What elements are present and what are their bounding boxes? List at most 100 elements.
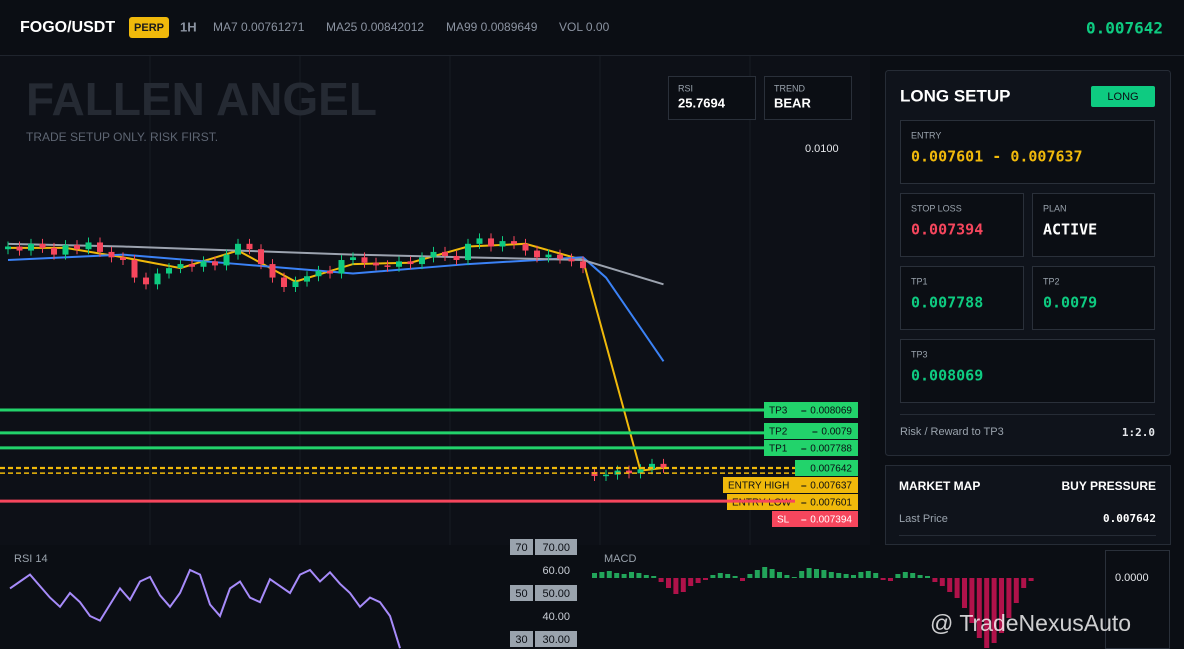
level-label: TP2 (769, 427, 788, 438)
level-tag (764, 440, 858, 456)
macd-bar (703, 578, 708, 580)
y-tick-label: 0.0100 (805, 143, 839, 155)
macd-bar (740, 578, 745, 581)
level-label: SL (777, 515, 790, 526)
macd-bar (762, 567, 768, 578)
candle (545, 254, 552, 258)
macd-bar (1028, 578, 1034, 581)
macd-bar (643, 575, 649, 578)
candle (626, 470, 632, 474)
candle (522, 243, 529, 251)
candle (246, 243, 253, 250)
macd-bar (621, 574, 627, 578)
level-label: 70 (515, 542, 527, 554)
card-label: TP3 (911, 349, 928, 359)
macd-bar (695, 578, 701, 583)
macd-bar (880, 578, 886, 580)
candle (200, 261, 207, 267)
rsi-line (9, 568, 401, 649)
macd-bar (984, 578, 990, 648)
last-price: 0.007642 (1086, 19, 1163, 38)
candle (499, 241, 506, 247)
candle (580, 261, 586, 269)
rsi-box-label: RSI (678, 83, 693, 93)
badge-bg (129, 17, 169, 38)
y-tick-label: 30.00 (542, 634, 570, 646)
candle (407, 261, 414, 265)
macd-bar (969, 578, 975, 623)
macd-bar (606, 571, 612, 578)
card-value: 0.008069 (911, 367, 983, 385)
candle (591, 471, 598, 477)
macd-bar (717, 573, 723, 578)
macd-bar (1006, 578, 1012, 618)
macd-bar (680, 578, 686, 592)
level-label: TP1 (769, 444, 788, 455)
market-map-title: MARKET MAP (899, 479, 980, 493)
setup-card (900, 339, 1155, 403)
level-label: 50 (515, 588, 527, 600)
candle (62, 245, 69, 255)
candle (154, 273, 161, 285)
macd-bar (843, 574, 849, 578)
level-box (510, 539, 533, 555)
macd-bar (836, 573, 842, 578)
macd-bar (651, 576, 657, 578)
candle (51, 247, 57, 255)
trend-box-value: BEAR (774, 95, 811, 110)
level-value: 0.007788 (810, 444, 852, 455)
timeframe: 1H (180, 19, 197, 34)
tick-box (535, 539, 577, 555)
candle (304, 276, 310, 282)
macd-bar (629, 572, 634, 578)
chart-subtitle: TRADE SETUP ONLY. RISK FIRST. (26, 130, 218, 144)
level-value: 0.007637 (810, 481, 852, 492)
candle (235, 243, 241, 255)
level-label: ENTRY HIGH (728, 481, 789, 492)
macd-bar (991, 578, 997, 643)
candle (28, 243, 34, 251)
card-label: STOP LOSS (911, 203, 962, 213)
macd-bar (688, 578, 694, 586)
candle (258, 249, 264, 265)
card-label: PLAN (1043, 203, 1067, 213)
macd-bar (925, 576, 930, 578)
card-label: TP2 (1043, 276, 1060, 286)
candle (603, 474, 609, 477)
macd-bar (947, 578, 953, 592)
indicator: MA7 0.00761271 (213, 20, 305, 34)
macd-bar (673, 578, 679, 594)
market-map-status: BUY PRESSURE (1062, 479, 1156, 493)
trend-box-label: TREND (774, 83, 805, 93)
card-value: 0.007601 - 0.007637 (911, 148, 1083, 166)
card-value: 0.007394 (911, 221, 983, 239)
macd-bar (902, 572, 908, 578)
macd-bar (614, 573, 620, 578)
level-tag (764, 402, 858, 418)
y-tick-label: 40.00 (542, 611, 570, 623)
macd-bar (799, 571, 805, 578)
setup-card (900, 266, 1024, 330)
macd-bar (888, 578, 893, 581)
candle (649, 463, 655, 470)
macd-bar (917, 575, 923, 578)
row-label: Last Price (899, 513, 948, 525)
level-tag (723, 477, 858, 493)
setup-title: LONG SETUP (900, 86, 1011, 105)
macd-bar (784, 575, 790, 578)
rsi-box-value: 25.7694 (678, 95, 726, 110)
level-value: 0.007394 (810, 515, 852, 526)
candle (166, 268, 172, 274)
macd-bar (754, 570, 760, 578)
candle (292, 281, 299, 288)
macd-bar (858, 572, 864, 578)
level-label: ENTRY LOW (732, 498, 792, 509)
macd-bar (954, 578, 960, 598)
level-tag (764, 423, 858, 439)
candle (143, 277, 149, 285)
macd-bar (806, 568, 812, 578)
indicator: MA25 0.00842012 (326, 20, 424, 34)
macd-bar (962, 578, 967, 608)
macd-bar (1021, 578, 1027, 588)
